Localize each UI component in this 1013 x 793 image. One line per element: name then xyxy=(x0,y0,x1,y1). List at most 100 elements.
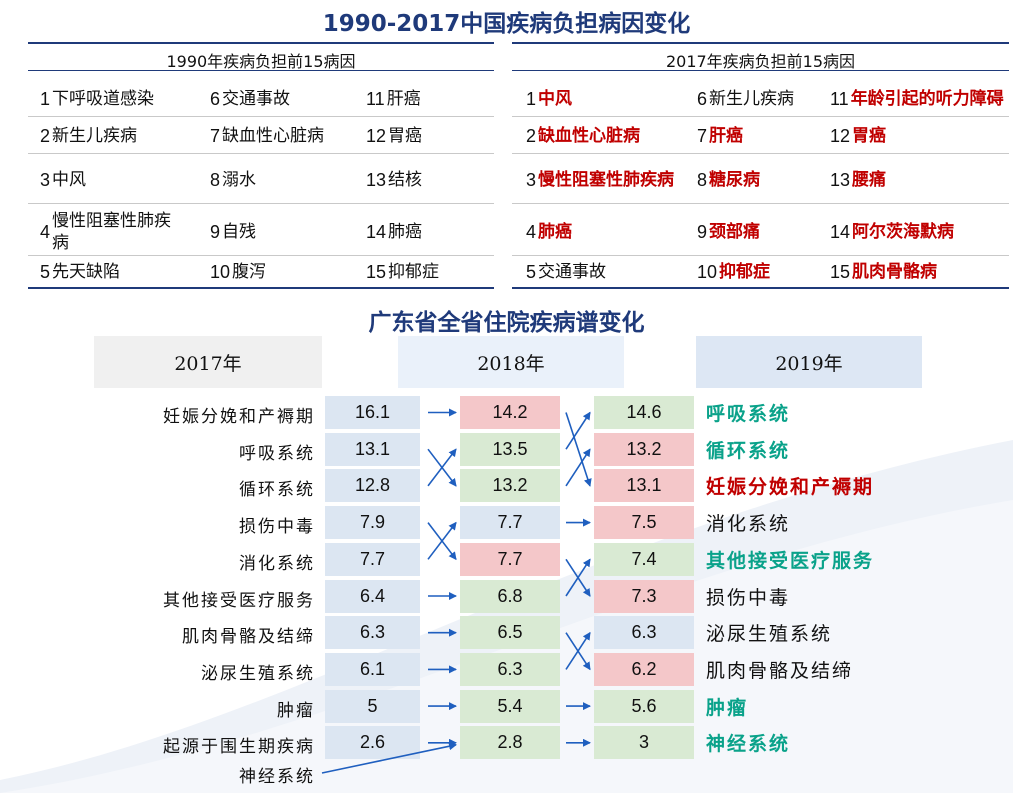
cause-name: 胃癌 xyxy=(852,126,887,146)
value-box-2017: 7.7 xyxy=(325,542,420,576)
cause-2017-11: 11 年龄引起的听力障碍 xyxy=(830,77,1011,121)
value-box-2017: 2.6 xyxy=(325,726,420,760)
cause-2017-4: 4 肺癌 xyxy=(526,208,572,256)
table-2017-heading: 2017年疾病负担前15病因 xyxy=(665,52,856,71)
cause-rank: 10 xyxy=(697,261,718,282)
cause-rank: 9 xyxy=(210,221,221,242)
category-label-2017: 泌尿生殖系统 xyxy=(201,663,315,684)
cause-name: 慢性阻塞性肺疾病 xyxy=(538,170,675,190)
category-label-2017: 其他接受医疗服务 xyxy=(163,590,315,611)
row-divider xyxy=(28,255,494,256)
category-label-2019: 妊娠分娩和产褥期 xyxy=(706,476,875,499)
cause-2017-2: 2 缺血性心脏病 xyxy=(526,117,640,155)
cause-name: 胃癌 xyxy=(388,126,423,146)
cause-name: 糖尿病 xyxy=(709,170,761,190)
cause-2017-13: 13 腰痛 xyxy=(830,158,886,202)
category-label-2019: 神经系统 xyxy=(706,733,791,756)
rule-bottom-left xyxy=(28,287,494,289)
cause-1990-5: 5 先天缺陷 xyxy=(40,257,120,287)
value-box-2019: 14.6 xyxy=(594,396,694,429)
cause-1990-9: 9 自残 xyxy=(210,208,256,256)
value-box-2017: 16.1 xyxy=(325,396,420,429)
year-header-2019: 2019年 xyxy=(696,336,922,388)
cause-2017-12: 12 胃癌 xyxy=(830,117,886,155)
table-1990-heading: 1990年疾病负担前15病因 xyxy=(166,52,356,71)
value-box-2018: 2.8 xyxy=(460,726,560,760)
cause-1990-14: 14 肺癌 xyxy=(366,208,422,256)
cause-name: 交通事故 xyxy=(538,262,607,282)
cause-name: 抑郁症 xyxy=(719,262,771,282)
category-label-2019: 损伤中毒 xyxy=(706,586,791,609)
cause-rank: 3 xyxy=(40,169,51,190)
cause-name: 肺癌 xyxy=(538,222,573,242)
cause-name: 颈部痛 xyxy=(709,222,761,242)
category-label-2019: 泌尿生殖系统 xyxy=(706,623,833,646)
page-title: 1990-2017中国疾病负担病因变化 xyxy=(322,11,691,37)
cause-name: 新生儿疾病 xyxy=(709,89,795,109)
rule-sub-left xyxy=(28,70,494,71)
cause-rank: 9 xyxy=(697,221,708,242)
cause-name: 新生儿疾病 xyxy=(52,126,138,146)
cause-rank: 13 xyxy=(366,169,387,190)
cause-1990-1: 1 下呼吸道感染 xyxy=(40,77,154,121)
guangdong-title: 广东省全省住院疾病谱变化 xyxy=(368,310,645,336)
rule-top-left xyxy=(28,42,494,44)
cause-name: 先天缺陷 xyxy=(52,262,121,282)
value-box-2017: 13.1 xyxy=(325,432,420,466)
category-label-2017: 消化系统 xyxy=(239,553,315,574)
cause-rank: 4 xyxy=(40,221,51,242)
cause-rank: 2 xyxy=(40,125,51,146)
cause-rank: 5 xyxy=(526,261,537,282)
category-label-2017: 损伤中毒 xyxy=(239,517,315,538)
rule-bottom-right xyxy=(512,287,1009,289)
category-label-2017: 循环系统 xyxy=(239,480,315,501)
cause-1990-7: 7 缺血性心脏病 xyxy=(210,117,324,155)
category-label-2019: 肌肉骨骼及结缔 xyxy=(706,659,854,682)
row-divider xyxy=(28,116,494,117)
cause-2017-14: 14 阿尔茨海默病 xyxy=(830,208,954,256)
cause-rank: 14 xyxy=(830,221,851,242)
value-box-2019: 3 xyxy=(594,726,694,760)
row-divider xyxy=(28,203,494,204)
cause-name: 腰痛 xyxy=(852,170,887,190)
cause-rank: 15 xyxy=(830,261,851,282)
category-label-2017: 肌肉骨骼及结缔 xyxy=(182,627,315,648)
cause-name: 肺癌 xyxy=(388,222,423,242)
cause-2017-7: 7 肝癌 xyxy=(697,117,743,155)
cause-2017-6: 6 新生儿疾病 xyxy=(697,77,794,121)
cause-1990-2: 2 新生儿疾病 xyxy=(40,117,137,155)
cause-rank: 1 xyxy=(40,88,51,109)
row-divider xyxy=(512,203,1009,204)
value-box-2018: 13.2 xyxy=(460,469,560,503)
value-box-2019: 6.3 xyxy=(594,616,694,650)
cause-name: 交通事故 xyxy=(222,89,291,109)
cause-2017-1: 1 中风 xyxy=(526,77,572,121)
cause-1990-15: 15 抑郁症 xyxy=(366,257,439,287)
value-box-2019: 7.3 xyxy=(594,579,694,613)
category-label-2017: 起源于围生期疾病 xyxy=(163,737,315,758)
cause-1990-10: 10 腹泻 xyxy=(210,257,266,287)
value-box-2019: 7.4 xyxy=(594,542,694,576)
cause-rank: 1 xyxy=(526,88,537,109)
cause-name: 缺血性心脏病 xyxy=(222,126,325,146)
cause-rank: 14 xyxy=(366,221,387,242)
category-label-2017: 肿瘤 xyxy=(277,700,315,721)
row-divider xyxy=(28,153,494,154)
cause-1990-8: 8 溺水 xyxy=(210,158,256,202)
value-box-2019: 6.2 xyxy=(594,652,694,686)
rule-top-right xyxy=(512,42,1009,44)
value-box-2018: 6.8 xyxy=(460,579,560,613)
rule-sub-right xyxy=(512,70,1009,71)
value-box-2017: 7.9 xyxy=(325,506,420,540)
cause-2017-15: 15 肌肉骨骼病 xyxy=(830,257,937,287)
cause-1990-12: 12 胃癌 xyxy=(366,117,422,155)
cause-name: 肝癌 xyxy=(386,89,421,109)
year-header-2017: 2017年 xyxy=(94,336,322,388)
value-box-2018: 5.4 xyxy=(460,689,560,723)
cause-name: 溺水 xyxy=(222,170,257,190)
value-box-2019: 13.2 xyxy=(594,432,694,466)
cause-rank: 4 xyxy=(526,221,537,242)
category-label-2019: 消化系统 xyxy=(706,513,791,536)
cause-name: 自残 xyxy=(222,222,257,242)
cause-name: 腹泻 xyxy=(232,262,267,282)
